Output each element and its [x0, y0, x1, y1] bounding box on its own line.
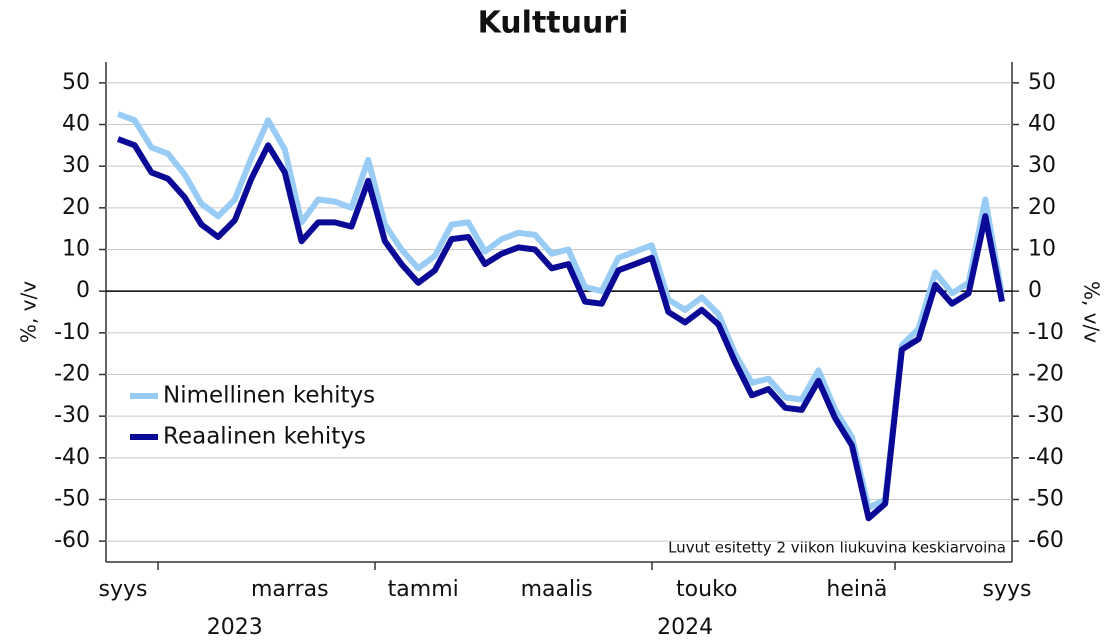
chart-title: Kulttuuri: [478, 6, 629, 41]
y2-tick-label: -30: [1028, 403, 1064, 428]
y2-tick-label: 40: [1028, 112, 1056, 137]
y-tick-label: 0: [76, 278, 90, 303]
x-tick-label: syys: [983, 577, 1032, 602]
y-tick-label: 40: [62, 112, 90, 137]
y-tick-label: -60: [54, 528, 90, 553]
x-tick-label: touko: [676, 577, 737, 602]
y2-tick-label: -20: [1028, 362, 1064, 387]
y2-tick-label: 30: [1028, 153, 1056, 178]
y-axis-label: %, v/v: [17, 281, 41, 343]
y-tick-label: 20: [62, 195, 90, 220]
x-tick-label: tammi: [388, 577, 459, 602]
x-tick-label: syys: [99, 577, 148, 602]
x-tick-label: maalis: [521, 577, 593, 602]
x-tick-label: marras: [251, 577, 329, 602]
x-axis-ticks: [157, 562, 896, 570]
y-tick-label: -10: [54, 320, 90, 345]
y2-tick-label: 50: [1028, 70, 1056, 95]
y2-tick-label: 10: [1028, 237, 1056, 262]
year-label: 2024: [657, 615, 713, 640]
annotation: Luvut esitetty 2 viikon liukuvina keskia…: [668, 539, 1006, 557]
y-tick-label: 10: [62, 237, 90, 262]
y-tick-label: -40: [54, 445, 90, 470]
y2-tick-label: -10: [1028, 320, 1064, 345]
y2-axis-label: %, v/v: [1080, 281, 1104, 343]
y-tick-label: 30: [62, 153, 90, 178]
y2-tick-label: -50: [1028, 487, 1064, 512]
y2-tick-label: -60: [1028, 528, 1064, 553]
legend-label: Nimellinen kehitys: [163, 383, 375, 409]
y-tick-label: -50: [54, 487, 90, 512]
y-tick-label: -20: [54, 362, 90, 387]
y2-tick-label: 20: [1028, 195, 1056, 220]
year-label: 2023: [207, 615, 263, 640]
y2-tick-label: -40: [1028, 445, 1064, 470]
legend-label: Reaalinen kehitys: [163, 424, 366, 450]
y-tick-label: -30: [54, 403, 90, 428]
y2-tick-label: 0: [1028, 278, 1042, 303]
y-tick-label: 50: [62, 70, 90, 95]
x-tick-label: heinä: [826, 577, 887, 602]
line-series: [116, 136, 1005, 522]
